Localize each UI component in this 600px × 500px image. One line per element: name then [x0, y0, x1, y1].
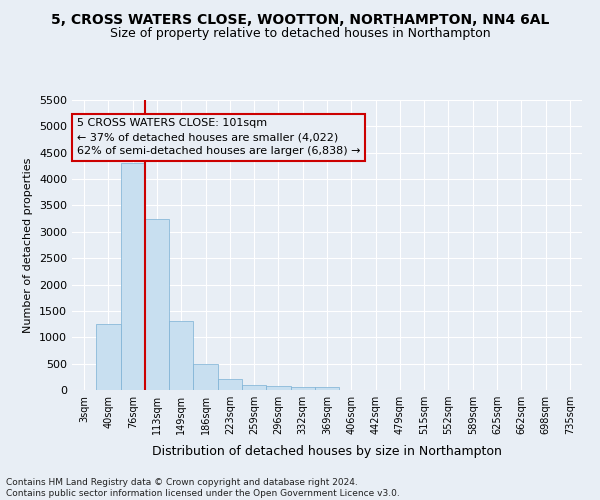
- Bar: [145, 218, 169, 390]
- Bar: [315, 387, 339, 390]
- Bar: [242, 384, 266, 390]
- X-axis label: Distribution of detached houses by size in Northampton: Distribution of detached houses by size …: [152, 446, 502, 458]
- Bar: [266, 386, 290, 390]
- Bar: [290, 387, 315, 390]
- Y-axis label: Number of detached properties: Number of detached properties: [23, 158, 34, 332]
- Text: 5 CROSS WATERS CLOSE: 101sqm
← 37% of detached houses are smaller (4,022)
62% of: 5 CROSS WATERS CLOSE: 101sqm ← 37% of de…: [77, 118, 361, 156]
- Bar: [193, 364, 218, 390]
- Text: Size of property relative to detached houses in Northampton: Size of property relative to detached ho…: [110, 28, 490, 40]
- Bar: [218, 380, 242, 390]
- Bar: [96, 324, 121, 390]
- Bar: [169, 322, 193, 390]
- Text: Contains HM Land Registry data © Crown copyright and database right 2024.
Contai: Contains HM Land Registry data © Crown c…: [6, 478, 400, 498]
- Text: 5, CROSS WATERS CLOSE, WOOTTON, NORTHAMPTON, NN4 6AL: 5, CROSS WATERS CLOSE, WOOTTON, NORTHAMP…: [51, 12, 549, 26]
- Bar: [121, 164, 145, 390]
